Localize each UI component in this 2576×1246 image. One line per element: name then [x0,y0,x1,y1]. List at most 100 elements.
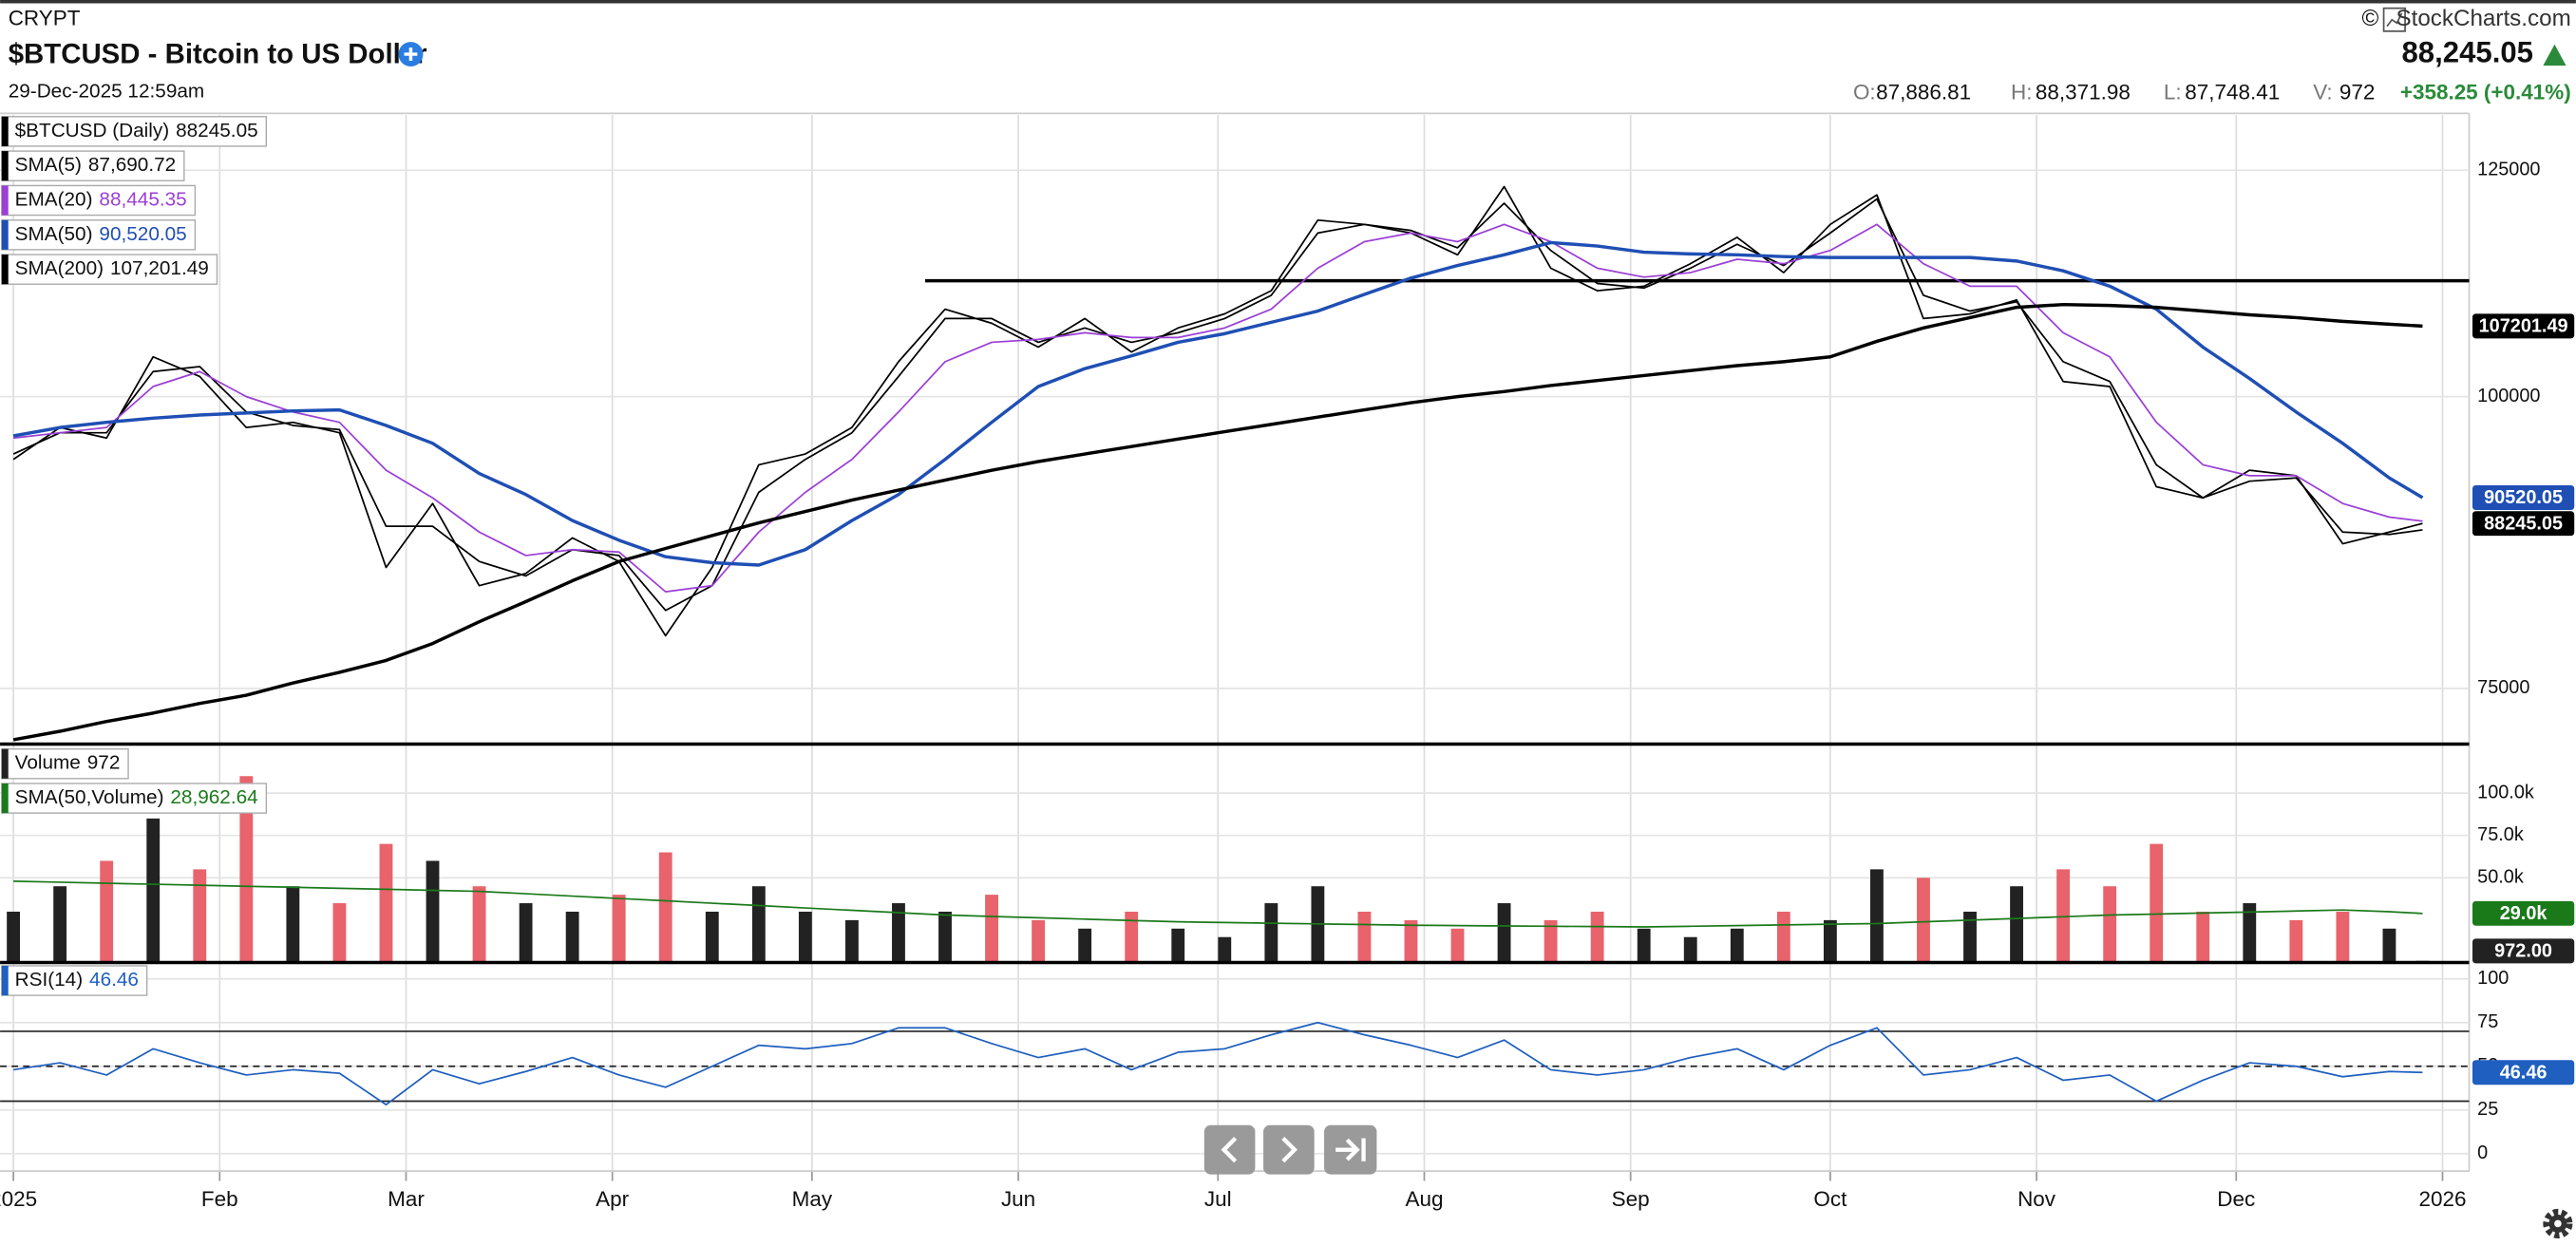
legend-swatch [1,151,9,181]
volume-bar [519,903,533,963]
legend-swatch [1,219,9,250]
last-value-box [2472,313,2575,339]
legend-value: 88245.05 [176,120,258,142]
last-value-label: 88245.05 [2484,513,2563,534]
x-tick-label: Apr [596,1187,629,1211]
volume-bar [1032,919,1046,963]
legend-name: $BTCUSD (Daily) [15,120,170,142]
up-triangle [2543,44,2567,66]
volume-bar [751,886,766,963]
volume-label: V: [2313,81,2332,104]
last-price: 88,245.05 [2401,35,2532,68]
scroll-end-button[interactable] [1324,1124,1377,1175]
volume-bar [1683,936,1697,963]
volume-bar [239,776,254,963]
series-line [13,879,2423,928]
chart-title: $BTCUSD - Bitcoin to US Dollar [9,39,427,70]
add-button[interactable] [398,42,424,67]
volume-bar [705,911,719,963]
button-icon [1221,1137,1238,1163]
volume-bar [1404,919,1418,963]
volume-bar [2056,869,2071,963]
legend-swatch [1,783,9,814]
legend-value: 87,690.72 [88,154,176,176]
scroll-right-button[interactable] [1263,1124,1315,1175]
volume-bar [1637,928,1651,963]
y-tick-label: 75 [2477,1011,2498,1032]
legend-box [1,965,148,996]
series-line [12,240,2424,567]
x-tick-label: Sep [1612,1187,1650,1211]
volume-bar [332,903,347,963]
legend-box [1,184,197,217]
series-line [12,185,2423,637]
volume-bar [1870,869,1884,963]
x-tick-label: Feb [201,1187,238,1211]
volume-bar [100,860,114,963]
legend-box [1,254,218,285]
last-value-box [2472,900,2575,926]
brand-logo-line [2386,12,2403,28]
volume-bar [2010,886,2023,963]
volume-bar [1218,936,1232,963]
series-line [12,223,2423,593]
y-tick-label: 0 [2477,1142,2488,1163]
button-icon [1335,1138,1366,1161]
open: 87,886.81 [1876,81,1971,104]
legend-name: SMA(200) [15,257,104,279]
button-icon [1281,1137,1297,1163]
volume-bar [844,919,859,963]
volume-bar [1497,903,1511,963]
volume-bar [472,886,486,963]
y-tick-label: 125000 [2477,160,2540,180]
volume-bar [1590,911,1604,963]
button-bg[interactable] [1203,1124,1256,1175]
button-bg[interactable] [1263,1124,1315,1175]
volume-bar [146,818,161,963]
volume-bar [1776,911,1790,963]
volume-bar [938,911,952,963]
x-tick-label: 2025 [0,1187,37,1211]
legend-name: SMA(5) [15,154,82,176]
last-value-box [2472,1060,2575,1086]
volume: 972 [2339,81,2376,104]
legend-value: 46.46 [89,969,139,991]
volume-bar [1963,911,1977,963]
legend-swatch [1,116,9,146]
volume-bar [2243,903,2257,963]
series-line [12,302,2423,742]
add-icon-plus [404,47,418,61]
volume-bar [1917,878,1930,963]
scroll-left-button[interactable] [1203,1124,1256,1175]
x-tick-label: Mar [388,1187,425,1211]
volume-bar [53,886,67,963]
series-line [12,1021,2423,1106]
volume-bar [1450,928,1465,963]
x-tick-label: Jun [1001,1187,1035,1211]
date: 29-Dec-2025 12:59am [9,80,204,102]
last-value-label: 107201.49 [2479,315,2568,336]
last-value-label: 46.46 [2500,1062,2548,1083]
plot-layer: 2025 Feb Mar Apr May Jun Jul Aug Sep Oct Nov Dec 202… [0,115,2575,1211]
volume-bar [1544,919,1558,963]
high-label: H: [2011,81,2032,104]
legend-swatch [1,965,9,996]
y-tick-label: 25 [2477,1099,2498,1120]
y-tick-label: 75.0k [2477,824,2524,845]
last-value-box [2472,485,2575,510]
legend-swatch [1,185,9,216]
volume-bar [379,843,393,963]
x-tick-label: Aug [1405,1187,1443,1211]
x-tick-label: Nov [2017,1187,2056,1211]
x-tick-label: Jul [1204,1187,1232,1211]
y-tick-label: 100000 [2477,386,2540,406]
brand-logo [2382,7,2406,32]
last-value-box [2472,938,2575,964]
legend-value: 88,445.35 [99,188,186,210]
copyright: © [2362,6,2379,31]
last-value-label: 972.00 [2494,940,2552,961]
legend-box [1,116,268,147]
open-label: O: [1853,81,1876,104]
low: 87,748.41 [2185,81,2280,104]
